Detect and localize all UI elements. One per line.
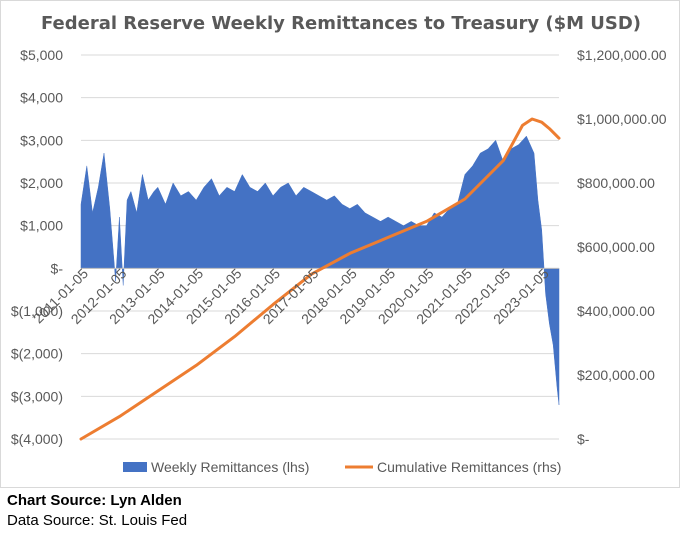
left-axis-tick-label: $(1,000) — [11, 303, 63, 319]
right-axis-tick-label: $200,000.00 — [577, 367, 655, 383]
left-axis-tick-label: $3,000 — [20, 132, 63, 148]
x-axis: 2011-01-052012-01-052013-01-052014-01-05… — [30, 265, 552, 327]
left-axis-tick-label: $(3,000) — [11, 388, 63, 404]
left-axis: $5,000 $4,000 $3,000 $2,000 $1,000 $- $(1,000)… — [11, 47, 63, 447]
data-source-credit: Data Source: St. Louis Fed — [7, 512, 188, 529]
legend-label-weekly: Weekly Remittances (lhs) — [151, 459, 309, 475]
chart-title: Federal Reserve Weekly Remittances to Tr… — [41, 13, 641, 34]
cumulative-remittances-line — [79, 117, 561, 441]
right-axis-tick-label: $600,000.00 — [577, 239, 655, 255]
legend-label-cumulative: Cumulative Remittances (rhs) — [377, 459, 561, 475]
legend: Weekly Remittances (lhs) Cumulative Remit… — [123, 459, 561, 475]
right-axis-tick-label: $1,000,000.00 — [577, 111, 667, 127]
left-axis-tick-label: $4,000 — [20, 90, 63, 106]
right-axis-tick-label: $400,000.00 — [577, 303, 655, 319]
legend-swatch-weekly — [123, 462, 147, 472]
left-axis-tick-label: $2,000 — [20, 175, 63, 191]
cumulative-remittances-line-layer — [79, 117, 561, 441]
left-axis-tick-label: $5,000 — [20, 47, 63, 63]
right-axis-tick-label: $1,200,000.00 — [577, 47, 667, 63]
chart-svg: Federal Reserve Weekly Remittances to Tr… — [11, 13, 667, 475]
right-axis: $1,200,000.00 $1,000,000.00 $800,000.00 $60… — [577, 47, 667, 447]
left-axis-tick-label: $(2,000) — [11, 346, 63, 362]
left-axis-tick-label: $1,000 — [20, 218, 63, 234]
right-axis-tick-label: $- — [577, 431, 590, 447]
chart-frame: Federal Reserve Weekly Remittances to Tr… — [0, 0, 680, 488]
right-axis-tick-label: $800,000.00 — [577, 175, 655, 191]
chart-source-credit: Chart Source: Lyn Alden — [7, 492, 182, 509]
left-axis-tick-label: $(4,000) — [11, 431, 63, 447]
left-axis-tick-label: $- — [51, 260, 64, 276]
